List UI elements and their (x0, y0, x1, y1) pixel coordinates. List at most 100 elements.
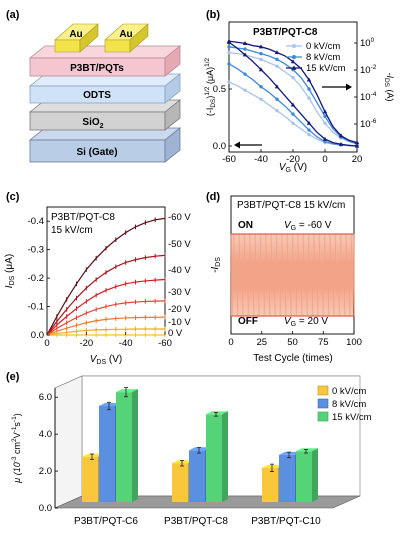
c-ytick-label: -0.2 (28, 273, 44, 284)
b-y2tick-label: 10-6 (360, 118, 377, 130)
b-ytick-label: 0.5 (213, 84, 226, 95)
e-legend-swatch-2 (317, 411, 329, 422)
e-bar-0-1 (99, 406, 115, 502)
e-ylabel-end: ) (12, 413, 22, 416)
c-title: P3BT/PQT-C8 (51, 212, 115, 223)
b-point-sqrt-0 (307, 132, 311, 137)
svg-text:SiO2: SiO2 (82, 117, 103, 130)
b-legend-marker-0 (292, 44, 296, 48)
c-curve-label-2: -40 V (168, 265, 191, 276)
b-point-sqrt-0 (275, 108, 279, 113)
b-legend-label-0: 0 kV/cm (306, 41, 340, 52)
d-off-label: OFF (238, 316, 258, 327)
b-xtick-label: -40 (254, 154, 268, 165)
d-xtick-label: 25 (256, 337, 267, 348)
e-xtick-label: P3BT/PQT-C6 (74, 516, 138, 527)
c-curve-label-4: -20 V (168, 304, 191, 315)
e-legend-swatch-0 (317, 385, 329, 396)
b-ylabel-tail: ) (205, 96, 215, 99)
d-on-sub: G (291, 225, 296, 232)
e-ytick-label: 6.0 (39, 392, 52, 403)
b-xtick-label: -60 (222, 154, 236, 165)
b-point-log-2 (242, 41, 248, 45)
e-legend-swatch-1 (317, 398, 329, 409)
b-point-log-1 (227, 45, 231, 49)
c-ylabel: I (4, 285, 15, 288)
b-y2label-sub: DS (383, 78, 390, 88)
b-y2label-unit: (A) (385, 87, 395, 102)
c-ylabel-sub: DS (9, 275, 16, 285)
e-legend: 0 kV/cm 8 kV/cm 15 kV/cm (317, 385, 372, 423)
b-point-sqrt-2 (306, 120, 312, 125)
panel-label-d: (d) (206, 191, 220, 203)
svg-text:-IDS: -IDS (210, 257, 222, 273)
b-point-log-2 (258, 44, 264, 49)
b-point-sqrt-2 (242, 52, 248, 57)
b-point-log-0 (259, 57, 263, 62)
e-bar-top (279, 451, 301, 455)
d-title: P3BT/PQT-C8 15 kV/cm (237, 200, 345, 211)
e-bar-2-0 (262, 467, 278, 502)
e-bar-2-1 (279, 454, 295, 502)
e-ylabel-sup2: 2 (11, 438, 18, 442)
b-y2tick-label: 100 (360, 37, 375, 49)
b-point-sqrt-1 (291, 112, 295, 116)
d-off-sub: G (291, 321, 296, 328)
c-xtick-label: -20 (79, 338, 93, 349)
b-point-log-0 (227, 50, 231, 55)
b-y-ticks: 0.0 0.5 (213, 84, 232, 152)
e-x-ticks: P3BT/PQT-C6 P3BT/PQT-C8 P3BT/PQT-C10 (74, 516, 321, 527)
b-point-sqrt-2 (322, 136, 328, 141)
b-point-sqrt-2 (258, 67, 264, 72)
c-y-ticks: 0.0 -0.1 -0.2 -0.3 -0.4 (28, 216, 50, 341)
b-point-log-2 (354, 140, 360, 145)
d-xtick-label: 75 (318, 337, 329, 348)
b-point-sqrt-1 (227, 62, 231, 66)
svg-text:VDS (V): VDS (V) (90, 354, 123, 366)
c-ylabel-unit: (μA) (4, 254, 15, 276)
b-legend-marker-2 (291, 65, 297, 70)
c-curve-label-1: -50 V (168, 239, 191, 250)
svg-text:IDS (μA): IDS (μA) (4, 254, 16, 288)
panel-d-cycling: 0 25 50 75 100 P3BT/PQT-C8 15 kV/cm ON VG = … (210, 195, 362, 364)
panel-label-c: (c) (6, 191, 20, 203)
d-xtick-label: 100 (346, 337, 362, 348)
b-point-log-2 (322, 109, 328, 114)
b-y2tick-label: 10-4 (360, 91, 377, 103)
e-legend-label-1: 8 kV/cm (332, 399, 366, 410)
c-xtick-label: -60 (158, 338, 172, 349)
b-xlabel-sub: G (286, 167, 291, 174)
b-point-log-0 (307, 96, 311, 100)
b-ylabel-unit: (μA) (205, 67, 215, 87)
e-bar-top (262, 464, 284, 468)
b-ylabel-sup1: 1/2 (204, 86, 211, 95)
d-xtick-label: 50 (287, 337, 298, 348)
b-arrow-left (234, 141, 262, 149)
panel-label-e: (e) (6, 371, 20, 383)
au-label-left: Au (69, 29, 82, 40)
c-data-layer (46, 216, 166, 338)
sio2-label: SiO (82, 117, 99, 128)
e-bar-top (82, 453, 104, 457)
svg-text:VG = 20 V: VG = 20 V (284, 316, 328, 328)
e-bar-top (189, 447, 211, 451)
b-ylabel-sub: DS (210, 98, 217, 108)
e-bar-layer (82, 387, 318, 502)
b-xlabel-unit: (V) (291, 162, 307, 173)
b-point-log-1 (323, 114, 327, 119)
b-legend-marker-1 (292, 55, 296, 59)
sio2-layer: SiO2 (28, 99, 182, 131)
svg-text:(-IDS)1/2 (μA)1/2: (-IDS)1/2 (μA)1/2 (204, 57, 217, 116)
b-point-log-0 (291, 75, 295, 80)
e-bar-side (132, 389, 138, 502)
b-legend-label-2: 15 kV/cm (306, 63, 346, 74)
b-point-sqrt-1 (259, 85, 263, 89)
b-point-log-2 (290, 59, 296, 64)
sio2-subscript: 2 (100, 123, 104, 130)
svg-text:μ (10-3 cm2V-1s-1): μ (10-3 cm2V-1s-1) (11, 413, 22, 483)
c-curve-label-3: -30 V (168, 287, 191, 298)
si-gate-layer: Si (Gate) (28, 127, 182, 163)
b-xtick-label: 20 (352, 154, 363, 165)
e-bar-side (222, 411, 228, 502)
